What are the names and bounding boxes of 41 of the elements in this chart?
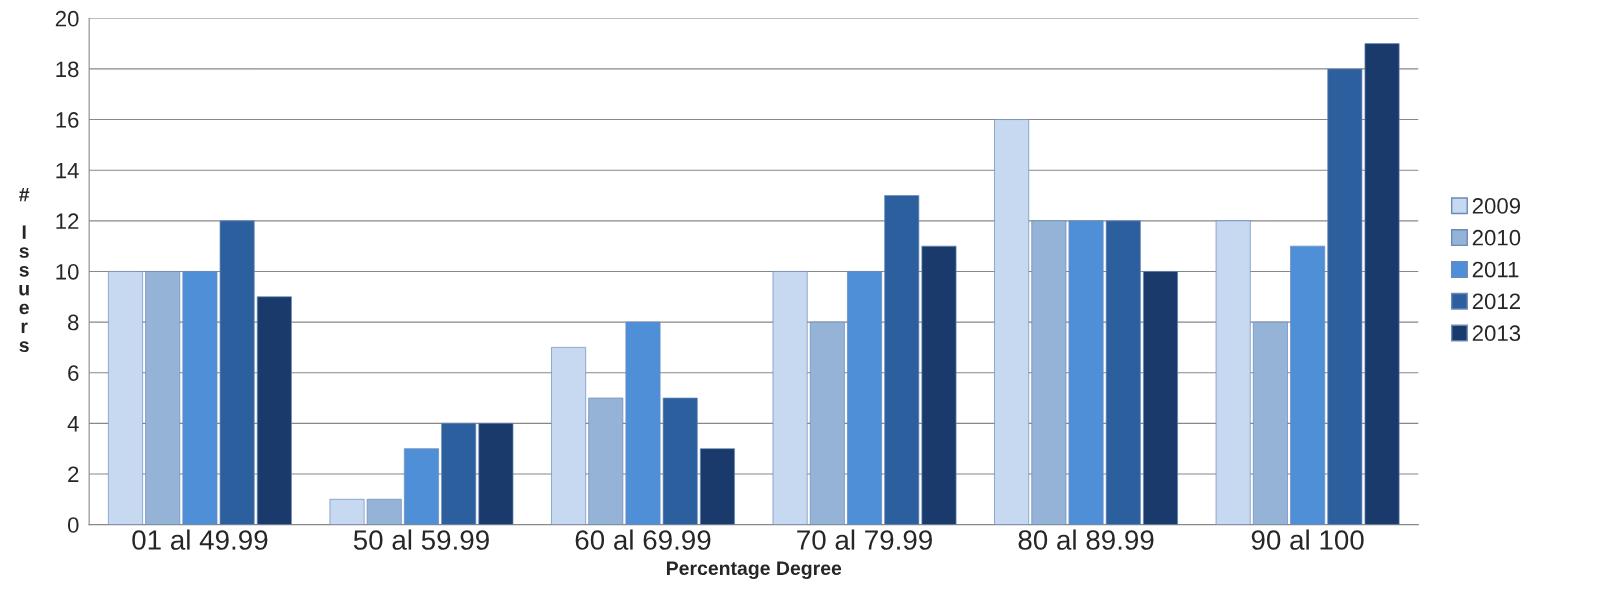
bar: [256, 296, 292, 525]
bar: [478, 422, 514, 525]
bar: [1252, 321, 1288, 525]
y-tick-label: 12: [56, 213, 79, 229]
x-tick-label: 60 al 69.99: [575, 529, 711, 550]
bar: [108, 271, 143, 525]
bar: [1290, 245, 1326, 525]
bar: [809, 321, 845, 525]
y-tick-label: 6: [68, 365, 79, 381]
bar: [1215, 220, 1251, 525]
x-tick-label: 80 al 89.99: [1018, 529, 1154, 550]
bar: [1105, 220, 1141, 525]
text: # Issuers: [19, 187, 30, 352]
y-tick-label: 4: [67, 416, 79, 432]
legend-label: 2010: [1472, 229, 1521, 246]
legend-label: 2012: [1472, 293, 1520, 310]
legend-label: 2011: [1472, 261, 1519, 278]
y-tick-label: 16: [56, 112, 79, 128]
x-tick-label: 50 al 59.99: [353, 529, 489, 550]
bar: [772, 271, 808, 525]
bar: [441, 422, 477, 525]
bar: [1143, 271, 1178, 525]
y-tick-label: 14: [56, 162, 79, 179]
bar: [403, 448, 439, 525]
y-tick-label: 2: [68, 466, 79, 483]
bar: [994, 119, 1030, 525]
y-tick-label: 10: [56, 263, 79, 280]
bar: [847, 271, 882, 525]
legend-label: 2013: [1472, 325, 1521, 342]
y-tick-label: 8: [68, 314, 79, 331]
bar: [551, 347, 587, 525]
bar: [145, 271, 181, 525]
x-tick-label: 01 al 49.99: [132, 529, 268, 550]
x-tick-label: 70 al 79.99: [797, 529, 932, 550]
y-tick-label: 20: [55, 10, 79, 27]
bar: [699, 448, 735, 525]
x-tick-label: 90 al 100: [1251, 529, 1364, 550]
y-tick-label: 18: [56, 61, 79, 78]
y-tick-label: 0: [67, 517, 79, 533]
legend-label: 2009: [1472, 198, 1521, 214]
x-axis-title: Percentage Degree: [666, 561, 842, 580]
